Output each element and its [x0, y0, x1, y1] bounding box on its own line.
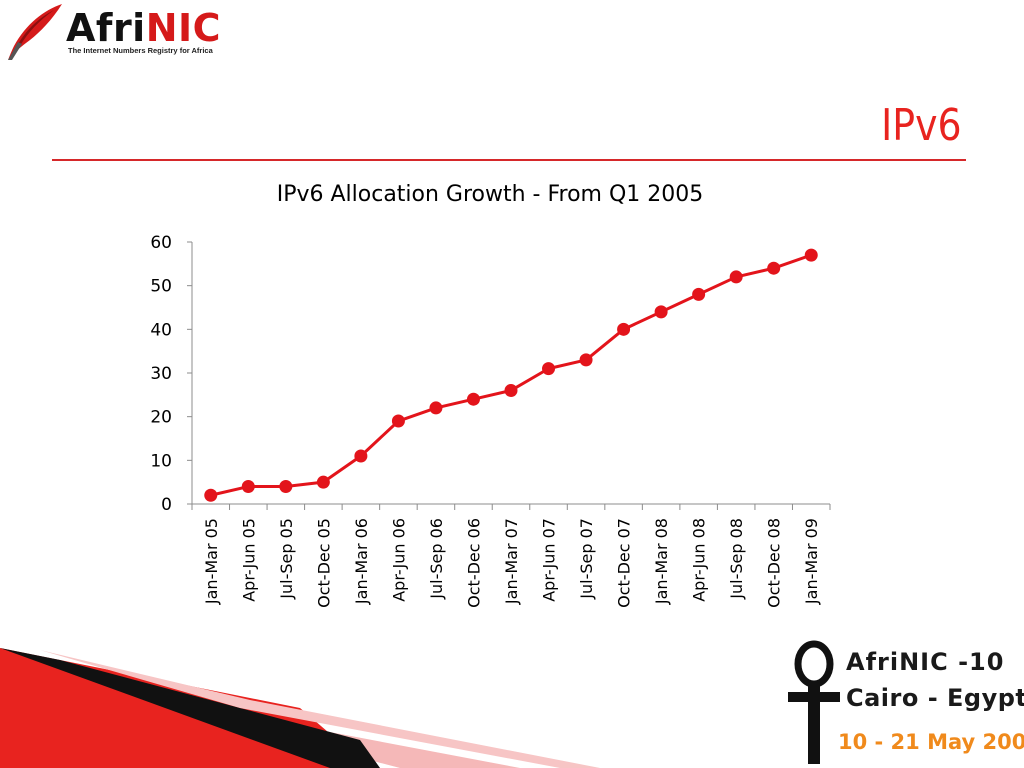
x-tick-label: Jan-Mar 09: [802, 518, 821, 605]
x-tick-label: Jan-Mar 07: [502, 518, 521, 605]
y-tick-label: 10: [150, 451, 172, 471]
event-location: Cairo - Egypt: [846, 684, 1024, 712]
logo-tagline: The Internet Numbers Registry for Africa: [68, 46, 213, 55]
x-tick-label: Apr-Jun 05: [239, 518, 258, 602]
logo-name-part2: NIC: [145, 6, 222, 50]
x-tick-label: Jul-Sep 07: [577, 518, 596, 600]
ankh-icon: [788, 640, 840, 764]
y-tick-label: 50: [150, 277, 172, 297]
data-point: [654, 305, 668, 319]
x-tick-label: Jul-Sep 05: [277, 518, 296, 600]
data-point: [767, 261, 781, 275]
logo-name-part1: Afri: [66, 6, 146, 50]
slide-title: IPv6: [881, 100, 962, 151]
data-point: [579, 353, 593, 367]
x-tick-label: Oct-Dec 07: [615, 518, 634, 608]
x-tick-label: Jan-Mar 06: [352, 518, 371, 605]
logo-wordmark: AfriNIC: [66, 6, 221, 50]
x-tick-label: Jul-Sep 08: [727, 518, 746, 600]
data-point: [279, 480, 293, 494]
x-tick-label: Apr-Jun 06: [389, 518, 408, 602]
x-tick-label: Oct-Dec 08: [765, 518, 784, 608]
y-tick-label: 30: [150, 364, 172, 384]
afrinic-logo: AfriNIC The Internet Numbers Registry fo…: [4, 2, 244, 64]
data-point: [617, 322, 631, 336]
event-logo: AfriNIC -10 Cairo - Egypt 10 - 21 May 20…: [782, 640, 1024, 768]
data-point: [466, 392, 480, 406]
title-divider: [52, 159, 966, 161]
data-point: [241, 480, 255, 494]
data-point: [204, 488, 218, 502]
chart-title: IPv6 Allocation Growth - From Q1 2005: [276, 182, 704, 207]
y-tick-label: 60: [150, 233, 172, 253]
x-tick-label: Oct-Dec 05: [314, 518, 333, 608]
data-point: [804, 248, 818, 262]
x-tick-label: Oct-Dec 06: [464, 518, 483, 608]
event-dates: 10 - 21 May 2009: [838, 730, 1024, 754]
data-point: [316, 475, 330, 489]
event-name: AfriNIC -10: [846, 648, 1005, 676]
data-point: [429, 401, 443, 415]
x-tick-label: Apr-Jun 07: [540, 518, 559, 602]
y-tick-label: 0: [161, 495, 172, 515]
x-tick-label: Apr-Jun 08: [690, 518, 709, 602]
y-tick-label: 40: [150, 320, 172, 340]
x-tick-label: Jul-Sep 06: [427, 518, 446, 600]
feather-icon: [8, 4, 62, 60]
data-point: [391, 414, 405, 428]
data-point: [692, 287, 706, 301]
x-tick-label: Jan-Mar 05: [202, 518, 221, 605]
x-tick-label: Jan-Mar 08: [652, 518, 671, 605]
data-point: [354, 449, 368, 463]
data-point: [542, 362, 556, 376]
y-tick-label: 20: [150, 408, 172, 428]
data-point: [504, 383, 518, 397]
data-point: [729, 270, 743, 284]
